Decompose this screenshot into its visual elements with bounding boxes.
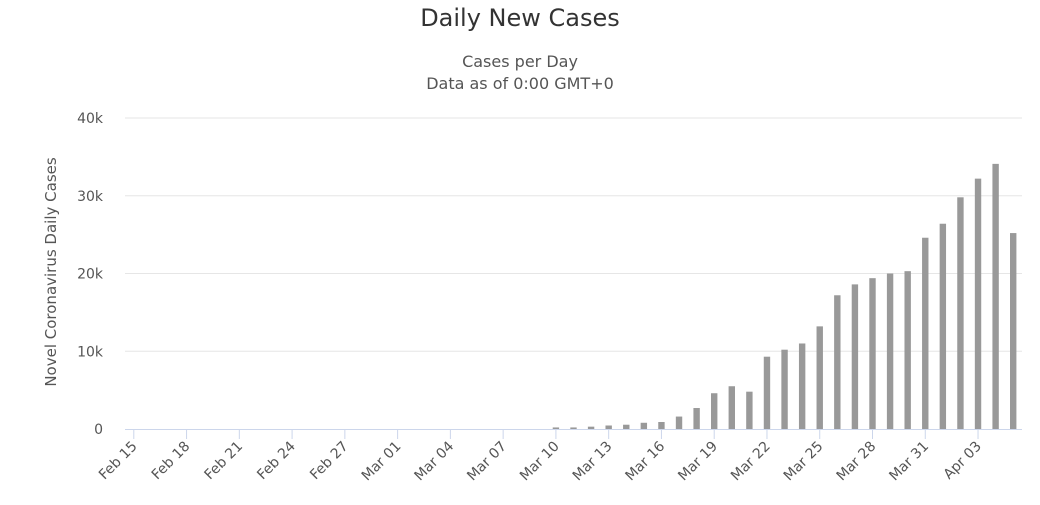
x-tick-label: Mar 07 bbox=[464, 439, 510, 485]
bar[interactable] bbox=[675, 416, 683, 429]
gridlines bbox=[125, 117, 1022, 352]
x-axis: Feb 15 Feb 18 Feb 21 Feb 24 Feb 27 Mar 01 Mar … bbox=[96, 429, 1022, 484]
bar[interactable] bbox=[658, 422, 665, 429]
x-tick-label: Feb 15 bbox=[96, 439, 141, 484]
chart-subtitle-line-1: Cases per Day bbox=[462, 52, 578, 71]
bar[interactable] bbox=[623, 424, 630, 429]
bars bbox=[552, 163, 1017, 430]
y-tick-label: 40k bbox=[77, 111, 104, 127]
bar[interactable] bbox=[798, 343, 806, 429]
bar[interactable] bbox=[816, 326, 823, 429]
x-tick-label: Mar 19 bbox=[675, 439, 721, 485]
bar[interactable] bbox=[869, 278, 876, 429]
y-tick-label: 30k bbox=[77, 189, 104, 205]
x-tick-label: Mar 16 bbox=[623, 438, 669, 484]
chart-title: Daily New Cases bbox=[420, 4, 620, 32]
y-axis-ticks: 0 10k 20k 30k 40k bbox=[77, 111, 104, 438]
bar[interactable] bbox=[570, 427, 577, 429]
bar[interactable] bbox=[605, 425, 612, 429]
bar[interactable] bbox=[939, 223, 947, 429]
bar[interactable] bbox=[922, 237, 929, 429]
bar[interactable] bbox=[1010, 233, 1017, 429]
x-tick-label: Mar 01 bbox=[359, 439, 405, 485]
bar[interactable] bbox=[587, 426, 595, 429]
x-tick-label: Mar 28 bbox=[834, 439, 880, 485]
bar[interactable] bbox=[851, 284, 859, 429]
bar[interactable] bbox=[992, 163, 999, 429]
bar[interactable] bbox=[957, 197, 964, 429]
x-tick-label: Mar 10 bbox=[517, 439, 563, 485]
x-tick-label: Mar 31 bbox=[886, 439, 932, 485]
x-tick-label: Feb 18 bbox=[149, 439, 194, 484]
bar[interactable] bbox=[781, 349, 788, 429]
bar[interactable] bbox=[640, 422, 648, 429]
x-tick-label: Mar 25 bbox=[781, 439, 827, 485]
bar[interactable] bbox=[728, 386, 735, 429]
y-tick-label: 10k bbox=[77, 344, 104, 360]
x-tick-label: Mar 13 bbox=[570, 439, 616, 485]
bar[interactable] bbox=[904, 271, 911, 429]
bar[interactable] bbox=[974, 178, 982, 429]
bar[interactable] bbox=[746, 391, 753, 429]
bar[interactable] bbox=[834, 295, 841, 429]
x-tick-label: Mar 04 bbox=[411, 438, 457, 484]
x-tick-label: Mar 22 bbox=[728, 439, 774, 485]
bar[interactable] bbox=[552, 427, 560, 429]
x-tick-label: Feb 21 bbox=[202, 439, 247, 484]
x-tick-label: Feb 27 bbox=[307, 439, 352, 484]
bar[interactable] bbox=[886, 273, 894, 430]
x-tick-label: Feb 24 bbox=[254, 438, 299, 483]
bar[interactable] bbox=[763, 356, 771, 429]
bar[interactable] bbox=[711, 393, 718, 429]
bar[interactable] bbox=[693, 408, 700, 429]
x-tick-label: Apr 03 bbox=[941, 439, 985, 483]
chart-subtitle-line-2: Data as of 0:00 GMT+0 bbox=[426, 74, 614, 93]
y-axis-label: Novel Coronavirus Daily Cases bbox=[42, 157, 60, 387]
y-tick-label: 0 bbox=[94, 422, 103, 438]
y-tick-label: 20k bbox=[77, 267, 104, 283]
